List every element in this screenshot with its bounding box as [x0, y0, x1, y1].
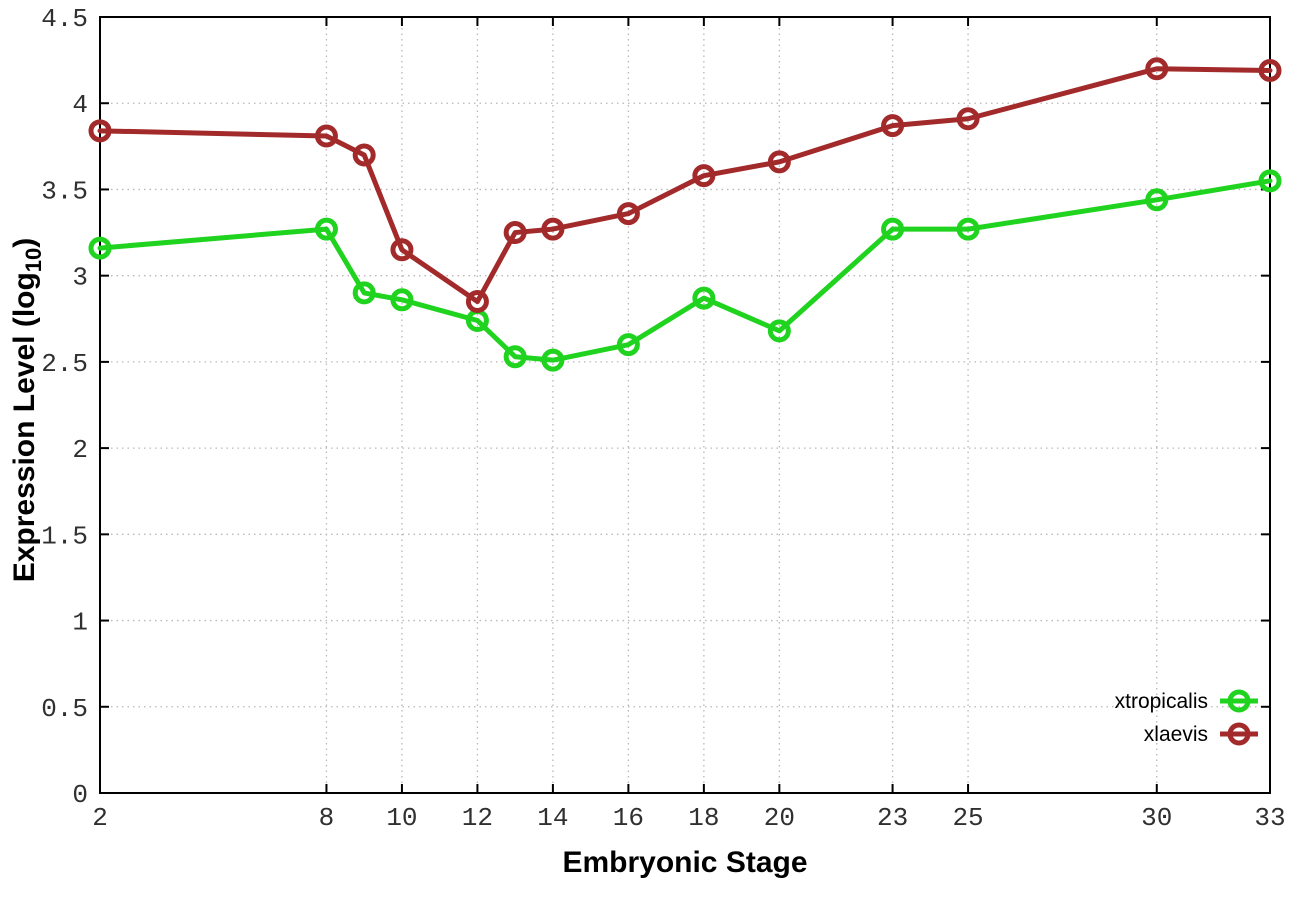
x-tick-label: 10 — [386, 803, 417, 833]
legend-marker-icon — [1227, 689, 1251, 713]
y-axis-title-suffix: ) — [8, 238, 41, 248]
data-point-xlaevis — [767, 150, 791, 174]
series-xlaevis — [88, 57, 1282, 314]
data-point-xtropicalis — [390, 288, 414, 312]
x-tick-label: 2 — [92, 803, 108, 833]
data-point-xlaevis — [956, 107, 980, 131]
y-tick-label: 2.5 — [41, 349, 88, 379]
data-point-xlaevis — [390, 238, 414, 262]
y-tick-label: 2 — [72, 435, 88, 465]
y-tick-label: 4.5 — [41, 4, 88, 34]
x-tick-label: 20 — [764, 803, 795, 833]
legend-item: xtropicalis — [1115, 689, 1258, 713]
data-series — [88, 57, 1282, 372]
data-point-xtropicalis — [352, 281, 376, 305]
y-tick-label: 1.5 — [41, 521, 88, 551]
y-tick-label: 0 — [72, 780, 88, 810]
legend: xtropicalis xlaevis — [1115, 689, 1258, 746]
x-tick-label: 14 — [537, 803, 568, 833]
data-point-xtropicalis — [503, 345, 527, 369]
y-tick-label: 3.5 — [41, 176, 88, 206]
series-xtropicalis — [88, 169, 1282, 372]
axis-ticks — [99, 16, 1271, 794]
x-tick-label: 16 — [613, 803, 644, 833]
data-point-xtropicalis — [314, 217, 338, 241]
data-point-xlaevis — [503, 221, 527, 245]
data-point-xtropicalis — [88, 236, 112, 260]
y-tick-label: 1 — [72, 608, 88, 638]
data-point-xtropicalis — [1258, 169, 1282, 193]
y-tick-label: 3 — [72, 263, 88, 293]
legend-item: xlaevis — [1144, 722, 1258, 746]
series-line-xtropicalis — [97, 178, 1273, 363]
y-axis-title-prefix: Expression Level (log — [8, 272, 41, 582]
y-axis-title-subscript: 10 — [21, 248, 46, 272]
y-axis-title: Expression Level (log10) — [8, 238, 46, 583]
y-tick-label: 0.5 — [41, 694, 88, 724]
data-point-xtropicalis — [956, 217, 980, 241]
y-tick-label: 4 — [72, 90, 88, 120]
data-point-xtropicalis — [616, 333, 640, 357]
legend-label: xtropicalis — [1115, 690, 1208, 713]
data-point-xlaevis — [1258, 58, 1282, 82]
tick-labels: 2 8 10 12 14 16 18 20 23 25 30 33 0 0.5 1 1.5 2 2.5 3 3.5 4 4… — [41, 4, 1285, 833]
data-point-xtropicalis — [881, 217, 905, 241]
data-point-xlaevis — [881, 114, 905, 138]
data-point-xtropicalis — [767, 319, 791, 343]
data-point-xtropicalis — [541, 348, 565, 372]
data-point-xlaevis — [541, 217, 565, 241]
series-line-xlaevis — [97, 66, 1273, 305]
x-tick-label: 30 — [1141, 803, 1172, 833]
x-tick-label: 23 — [877, 803, 908, 833]
gridlines — [100, 17, 1270, 793]
plot-border — [99, 16, 1271, 794]
legend-label: xlaevis — [1144, 723, 1208, 746]
data-point-xlaevis — [352, 143, 376, 167]
data-point-xlaevis — [465, 290, 489, 314]
x-tick-label: 18 — [688, 803, 719, 833]
data-point-xlaevis — [1145, 57, 1169, 81]
data-point-xlaevis — [314, 124, 338, 148]
data-point-xlaevis — [88, 119, 112, 143]
x-tick-label: 8 — [319, 803, 335, 833]
data-point-xlaevis — [616, 202, 640, 226]
data-point-xlaevis — [692, 164, 716, 188]
data-point-xtropicalis — [692, 286, 716, 310]
x-tick-label: 25 — [952, 803, 983, 833]
x-tick-label: 12 — [462, 803, 493, 833]
data-point-xtropicalis — [1145, 188, 1169, 212]
x-tick-label: 33 — [1254, 803, 1285, 833]
legend-marker-icon — [1227, 722, 1251, 746]
x-axis-title: Embryonic Stage — [562, 846, 807, 879]
